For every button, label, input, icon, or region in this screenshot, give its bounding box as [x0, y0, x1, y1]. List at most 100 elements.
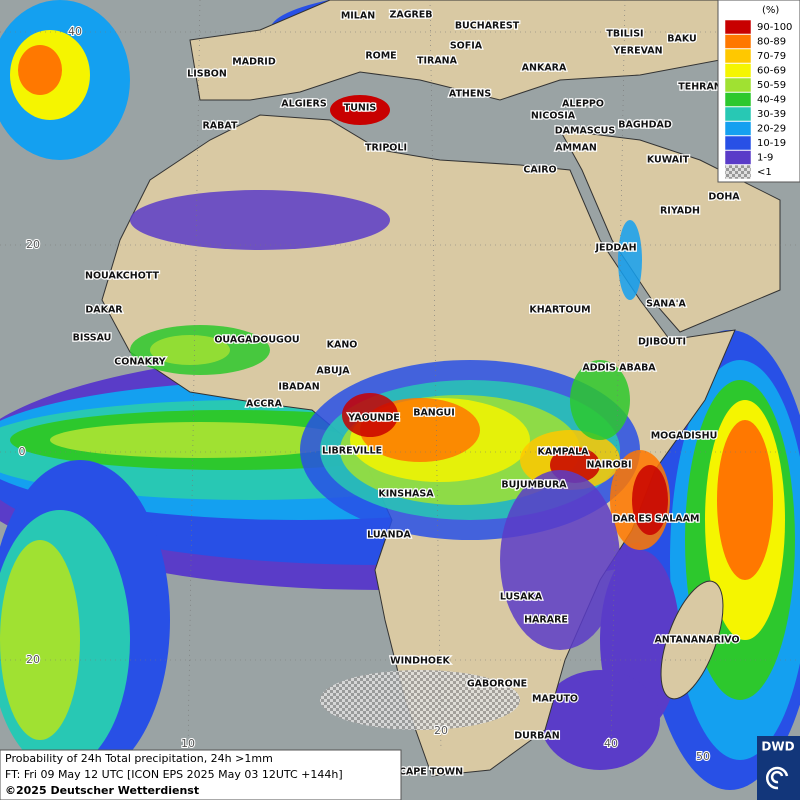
city-label: WINDHOEK — [390, 656, 450, 667]
city-label: OUAGADOUGOU — [214, 335, 299, 346]
precip-area — [717, 420, 773, 580]
city-label: MADRID — [232, 57, 276, 68]
precip-area — [618, 220, 642, 300]
city-label: KUWAIT — [647, 155, 690, 166]
legend-swatch — [724, 92, 752, 107]
city-label: BISSAU — [73, 333, 112, 344]
precip-area — [18, 45, 62, 95]
labels: MILAN ZAGREB BUCHAREST TBILISI BAKU MADRID ROM… — [18, 8, 742, 778]
longitude-label: 10 — [181, 737, 195, 750]
city-label: BUJUMBURA — [501, 480, 567, 491]
legend-label: 60-69 — [757, 66, 786, 77]
city-label: ALEPPO — [562, 99, 604, 110]
city-label: TIRANA — [417, 56, 458, 67]
longitude-label: 50 — [696, 750, 710, 763]
city-label: KINSHASA — [378, 489, 434, 500]
meridian — [429, 0, 442, 751]
city-label: ANKARA — [522, 63, 567, 74]
legend-swatch — [724, 34, 752, 49]
latitude-label: 20 — [26, 653, 40, 666]
legend-unit: (%) — [762, 5, 779, 16]
caption-box — [0, 749, 402, 800]
legend-label: 50-59 — [757, 80, 786, 91]
latitude-label: 0 — [19, 445, 26, 458]
legend-label: 10-19 — [757, 138, 786, 149]
city-label: AMMAN — [555, 143, 597, 154]
city-label: KAMPALA — [537, 447, 589, 458]
precip-area — [150, 335, 230, 365]
precip-area — [330, 95, 390, 125]
madagascar — [660, 580, 724, 700]
precip-area — [570, 360, 630, 440]
precip-area — [500, 470, 620, 650]
logo: DWD — [757, 736, 800, 800]
city-label: KANO — [327, 340, 358, 351]
city-label: DURBAN — [514, 731, 560, 742]
meridian — [187, 0, 201, 751]
city-label: TRIPOLI — [365, 143, 407, 154]
city-label: ZAGREB — [389, 10, 432, 21]
latitude-label: 20 — [26, 238, 40, 251]
longitude-label: 40 — [604, 737, 618, 750]
legend-swatch — [724, 19, 752, 35]
legend-swatch — [724, 121, 752, 136]
precipitation-land — [130, 190, 670, 730]
city-label: TBILISI — [606, 29, 643, 40]
city-label: NICOSIA — [531, 111, 576, 122]
city-label: CONAKRY — [114, 357, 166, 368]
city-label: YEREVAN — [612, 46, 662, 57]
legend-swatch — [724, 150, 752, 165]
city-label: MOGADISHU — [651, 431, 718, 442]
latitude-label: 40 — [68, 25, 82, 38]
city-label: MAPUTO — [532, 694, 578, 705]
city-label: YAOUNDE — [347, 413, 399, 424]
city-label: DAR ES SALAAM — [613, 514, 700, 525]
city-label: RIYADH — [660, 206, 700, 217]
copyright: ©2025 Deutscher Wetterdienst — [5, 784, 199, 797]
caption-line: Probability of 24h Total precipitation, … — [5, 752, 273, 765]
precip-area — [540, 670, 660, 770]
legend-label: <1 — [757, 167, 772, 178]
city-label: CAIRO — [523, 165, 556, 176]
city-label: LUSAKA — [500, 592, 543, 603]
legend-label: 40-49 — [757, 95, 786, 106]
city-label: LUANDA — [367, 530, 411, 541]
city-label: TUNIS — [344, 103, 377, 114]
city-label: ADDIS ABABA — [582, 363, 656, 374]
caption-line: FT: Fri 09 May 12 UTC [ICON EPS 2025 May… — [5, 768, 343, 781]
logo-text: DWD — [761, 740, 794, 754]
city-label: LISBON — [187, 69, 227, 80]
logo-swirl — [766, 766, 789, 790]
city-label: ANTANANARIVO — [654, 635, 739, 646]
city-label: BAGHDAD — [618, 120, 672, 131]
legend-swatch — [724, 48, 752, 64]
city-label: ABUJA — [316, 366, 350, 377]
legend-items: 90-100 80-89 70-79 60-69 50-59 40-49 30-39 20-2… — [724, 19, 792, 180]
legend-label: 70-79 — [757, 51, 786, 62]
city-label: CAPE TOWN — [399, 767, 463, 778]
city-label: ATHENS — [449, 89, 491, 100]
legend-swatch — [724, 135, 752, 151]
city-label: ALGIERS — [281, 99, 327, 110]
city-label: DJIBOUTI — [638, 337, 686, 348]
precip-area — [0, 540, 80, 740]
legend-swatch — [724, 164, 752, 180]
city-label: TEHRAN — [678, 82, 722, 93]
precip-area — [632, 465, 668, 535]
legend-label: 80-89 — [757, 37, 786, 48]
city-label: ACCRA — [246, 399, 283, 410]
precip-area — [320, 670, 520, 730]
city-label: SANA'A — [646, 299, 686, 310]
legend-label: 30-39 — [757, 109, 786, 120]
city-label: LIBREVILLE — [322, 446, 382, 457]
legend-label: 20-29 — [757, 124, 786, 135]
legend: (%) 90-100 80-89 70-79 60-69 50-59 40-49 30-39… — [717, 0, 800, 183]
city-label: BANGUI — [413, 408, 455, 419]
meridian — [610, 0, 626, 751]
city-label: NAIROBI — [586, 460, 631, 471]
europe — [189, 0, 721, 101]
city-label: NOUAKCHOTT — [85, 271, 159, 282]
legend-label: 90-100 — [757, 22, 792, 33]
precip-area — [342, 393, 398, 437]
city-label: SOFIA — [450, 41, 483, 52]
